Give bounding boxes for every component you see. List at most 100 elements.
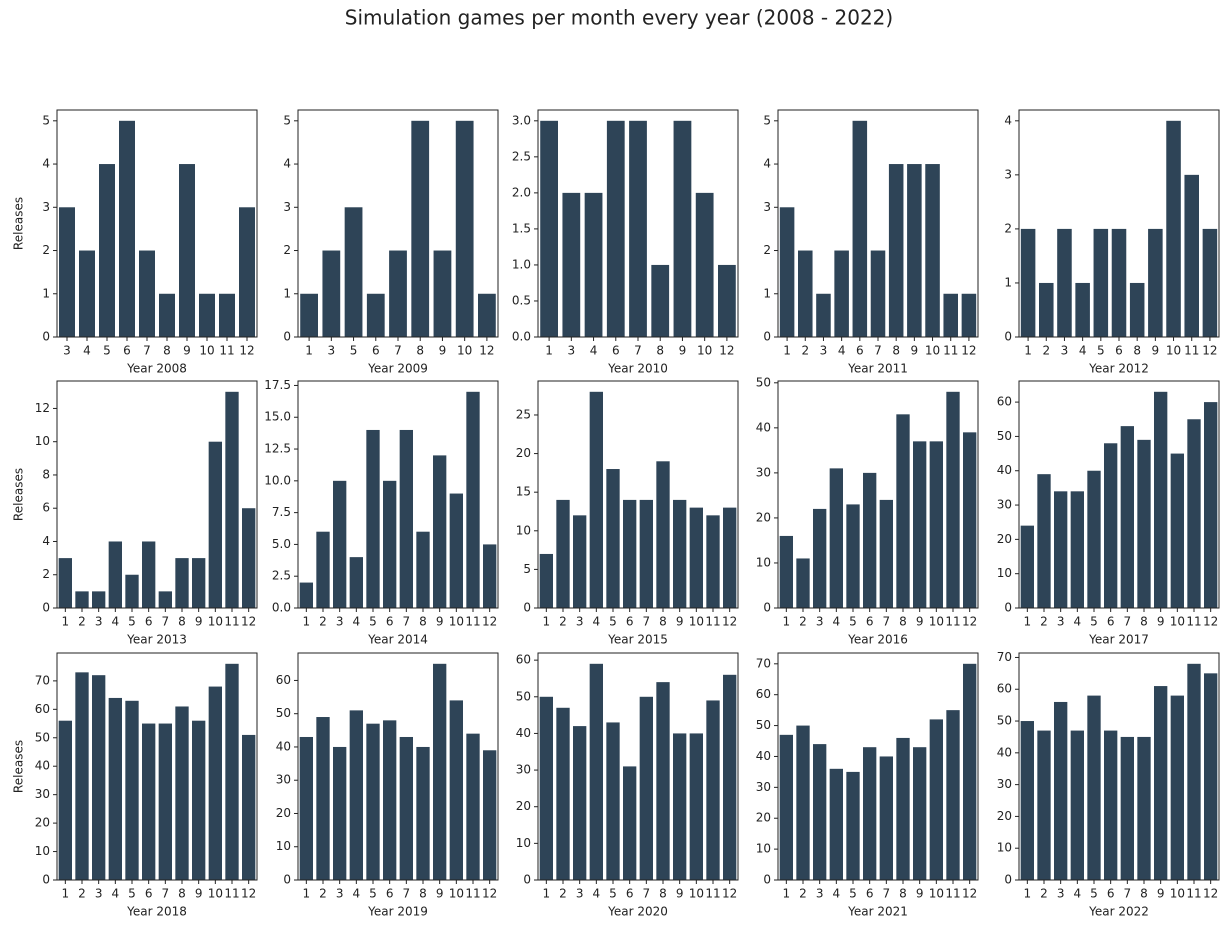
bar — [139, 250, 155, 337]
bar — [1111, 228, 1127, 337]
x-tick-label: 9 — [676, 615, 684, 629]
bar — [411, 120, 430, 337]
y-tick-label: 60 — [997, 395, 1012, 409]
x-tick-label: 4 — [593, 615, 601, 629]
x-tick-label: 9 — [439, 344, 447, 358]
axes-frame — [777, 380, 979, 609]
y-tick-label: 10.0 — [264, 473, 291, 487]
bar — [299, 736, 313, 880]
x-tick-label: 8 — [1133, 344, 1141, 358]
axes-frame — [777, 652, 979, 881]
bar — [963, 663, 977, 880]
y-tick-label: 1.5 — [512, 221, 531, 235]
y-tick-label: 50 — [756, 375, 771, 389]
bar — [863, 747, 877, 880]
x-tick-label: 11 — [219, 344, 234, 358]
bar — [913, 441, 927, 608]
x-axis-label: Year 2008 — [126, 362, 187, 376]
x-tick-label: 5 — [1097, 344, 1105, 358]
bar — [888, 164, 904, 337]
bar — [1037, 474, 1051, 608]
bar — [1037, 730, 1051, 880]
x-tick-label: 11 — [1184, 344, 1199, 358]
axes-frame — [297, 109, 499, 338]
y-tick-label: 20 — [756, 811, 771, 825]
x-tick-label: 5 — [849, 887, 857, 901]
x-tick-label: 4 — [112, 615, 120, 629]
y-tick-label: 60 — [276, 673, 291, 687]
x-tick-label: 3 — [576, 887, 584, 901]
bar — [584, 192, 603, 337]
bar — [299, 582, 313, 608]
x-tick-label: 6 — [1107, 887, 1115, 901]
x-tick-label: 9 — [183, 344, 191, 358]
x-tick-label: 8 — [178, 615, 186, 629]
x-tick-label: 3 — [328, 344, 336, 358]
y-tick-label: 0 — [42, 873, 50, 887]
y-tick-label: 30 — [35, 787, 50, 801]
x-tick-label: 1 — [62, 887, 70, 901]
bar — [416, 746, 430, 880]
y-axis-label: Releases — [12, 468, 26, 521]
bar — [483, 544, 497, 608]
x-tick-label: 5 — [609, 887, 617, 901]
bar — [175, 706, 189, 880]
y-axis-label: Releases — [12, 740, 26, 793]
y-tick-label: 0.0 — [512, 330, 531, 344]
bar — [1137, 736, 1151, 880]
y-tick-label: 0 — [523, 601, 531, 615]
x-tick-label: 8 — [1140, 615, 1148, 629]
x-tick-label: 9 — [436, 887, 444, 901]
x-tick-label: 8 — [419, 615, 427, 629]
y-tick-label: 10 — [997, 841, 1012, 855]
x-tick-label: 2 — [1040, 887, 1048, 901]
bar — [1087, 470, 1101, 608]
bar — [573, 726, 587, 880]
y-tick-label: 10 — [997, 566, 1012, 580]
bar — [1148, 228, 1163, 337]
bar — [333, 746, 347, 880]
x-tick-label: 6 — [386, 887, 394, 901]
x-tick-label: 10 — [457, 344, 472, 358]
y-tick-label: 1 — [283, 286, 291, 300]
y-tick-label: 2 — [1004, 221, 1012, 235]
x-tick-label: 9 — [679, 344, 687, 358]
x-tick-label: 3 — [1057, 615, 1065, 629]
bar — [383, 720, 397, 880]
y-tick-label: 20 — [516, 446, 531, 460]
bar — [316, 717, 330, 880]
y-tick-label: 0 — [1004, 330, 1012, 344]
x-tick-label: 1 — [1024, 344, 1032, 358]
x-tick-label: 10 — [1170, 615, 1185, 629]
y-tick-label: 0.0 — [272, 601, 291, 615]
x-tick-label: 7 — [883, 887, 891, 901]
x-tick-label: 2 — [319, 615, 327, 629]
x-tick-label: 10 — [449, 887, 464, 901]
bar — [589, 391, 603, 608]
bar — [946, 391, 960, 608]
bar — [108, 697, 122, 880]
bar — [1020, 228, 1036, 337]
x-tick-label: 8 — [163, 344, 171, 358]
x-tick-label: 4 — [83, 344, 91, 358]
y-tick-label: 5.0 — [272, 537, 291, 551]
bar — [466, 391, 480, 608]
y-tick-label: 60 — [516, 653, 531, 667]
y-tick-label: 0 — [283, 330, 291, 344]
bar — [656, 682, 670, 880]
bar — [225, 663, 239, 880]
x-tick-label: 6 — [145, 615, 153, 629]
axes-frame — [1018, 380, 1220, 609]
x-tick-label: 7 — [643, 615, 651, 629]
bar — [539, 696, 553, 880]
bar — [1137, 439, 1151, 608]
y-tick-label: 0 — [1004, 601, 1012, 615]
y-tick-label: 50 — [276, 706, 291, 720]
x-tick-label: 3 — [336, 887, 344, 901]
bar — [629, 120, 647, 337]
bar — [963, 432, 977, 608]
x-tick-label: 9 — [195, 615, 203, 629]
bar — [349, 557, 363, 608]
y-tick-label: 3 — [42, 200, 50, 214]
